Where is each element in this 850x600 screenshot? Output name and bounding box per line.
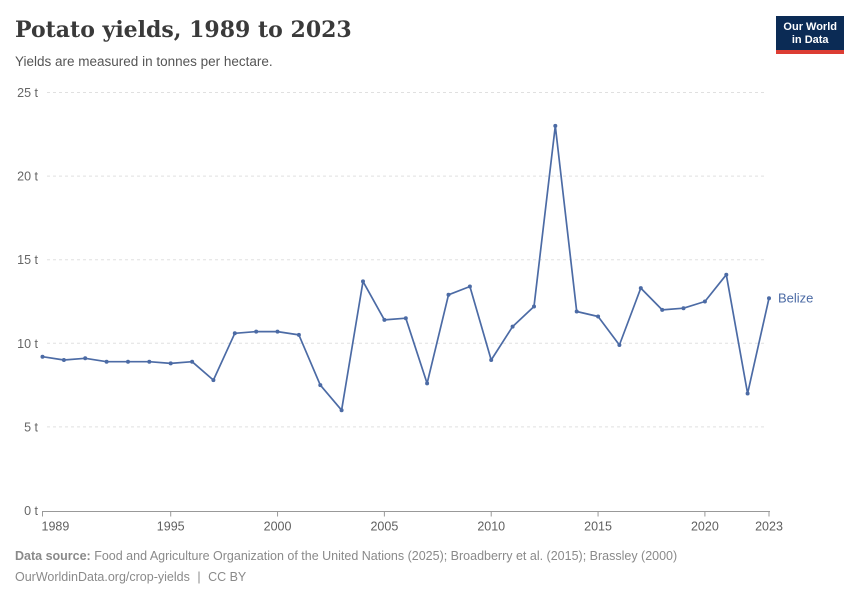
footer-link[interactable]: OurWorldinData.org/crop-yields [15,570,190,584]
data-point[interactable] [61,358,66,362]
data-point[interactable] [83,356,88,361]
data-point[interactable] [467,284,472,289]
data-point[interactable] [745,391,750,396]
y-tick-label: 5 t [24,420,38,434]
series-label: Belize [778,291,813,306]
data-point[interactable] [681,306,686,311]
data-point[interactable] [767,296,771,301]
chart-title: Potato yields, 1989 to 2023 [15,17,352,43]
data-source-text: Food and Agriculture Organization of the… [94,549,678,563]
data-point[interactable] [425,381,430,386]
chart-subtitle: Yields are measured in tonnes per hectar… [15,54,273,69]
data-point[interactable] [510,324,515,329]
x-tick-label: 2010 [477,520,505,534]
data-point[interactable] [403,316,408,321]
footer-license[interactable]: CC BY [208,570,247,584]
data-line[interactable] [41,125,770,412]
data-point[interactable] [168,361,173,366]
y-tick-label: 20 t [17,170,38,184]
data-point[interactable] [617,343,622,347]
data-point[interactable] [724,272,729,277]
data-source-label: Data source: [15,549,91,563]
data-point[interactable] [104,359,109,364]
y-tick-label: 0 t [24,504,38,518]
y-tick-label: 15 t [17,253,38,267]
data-point[interactable] [574,309,579,314]
x-tick-label: 2005 [370,520,398,534]
owid-logo-line2: in Data [791,34,829,46]
y-tick-label: 10 t [17,337,38,351]
footer-link-line: OurWorldinData.org/crop-yields | CC BY [15,567,677,588]
x-tick-label: 2000 [264,520,292,534]
footer-separator: | [197,570,201,584]
data-point[interactable] [638,286,643,291]
data-point[interactable] [232,331,237,336]
data-point[interactable] [361,279,365,284]
y-tick-label: 25 t [17,86,38,100]
data-point[interactable] [211,378,216,383]
data-point[interactable] [702,299,707,304]
footer-source-line: Data source: Food and Agriculture Organi… [15,546,677,567]
data-point[interactable] [147,359,152,364]
data-point[interactable] [553,123,558,128]
data-point[interactable] [446,292,451,297]
x-tick-label: 1989 [42,520,70,534]
data-point[interactable] [318,383,323,388]
owid-logo-line1: Our World [783,21,837,33]
data-point[interactable] [190,359,195,364]
data-point[interactable] [596,314,601,319]
data-point[interactable] [660,307,665,312]
x-tick-label: 1995 [157,520,185,534]
footer: Data source: Food and Agriculture Organi… [15,546,677,588]
data-point[interactable] [126,359,130,364]
data-point[interactable] [489,358,494,362]
x-tick-label: 2020 [691,520,719,534]
data-point[interactable] [339,408,344,413]
data-point[interactable] [296,332,301,337]
data-point[interactable] [532,304,536,309]
data-point[interactable] [254,329,259,334]
data-point[interactable] [40,354,45,359]
owid-logo[interactable]: Our World in Data [776,16,844,54]
x-tick-label: 2015 [584,520,612,534]
x-tick-label: 2023 [755,520,783,534]
data-point[interactable] [275,329,280,334]
data-point[interactable] [382,317,387,322]
